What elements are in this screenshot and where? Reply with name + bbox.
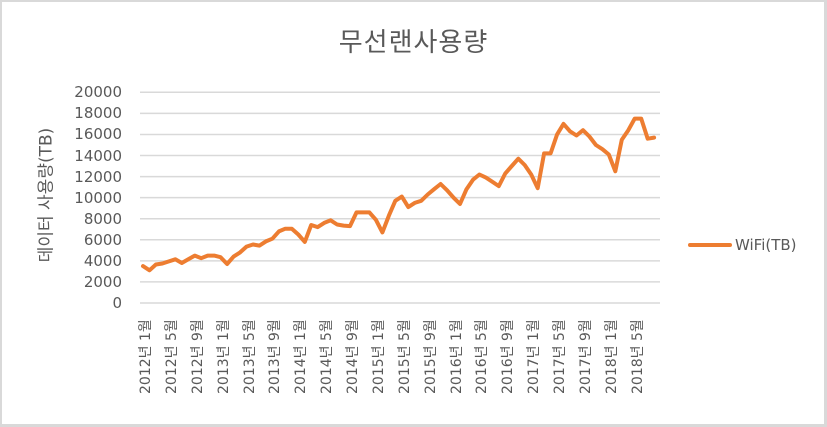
y-tick-label: 6000 bbox=[83, 230, 122, 249]
y-tick-label: 2000 bbox=[83, 272, 122, 291]
series-line-wifi bbox=[141, 116, 657, 273]
legend: WiFi(TB) bbox=[688, 236, 797, 254]
y-tick-label: 10000 bbox=[74, 188, 122, 207]
y-tick-label: 8000 bbox=[83, 209, 122, 228]
chart-title: 무선랜사용량 bbox=[338, 28, 489, 58]
y-tick-label: 18000 bbox=[74, 104, 122, 123]
legend-label: WiFi(TB) bbox=[735, 236, 797, 254]
y-tick-label: 20000 bbox=[74, 83, 122, 102]
y-tick-label: 16000 bbox=[74, 125, 122, 144]
y-tick-label: 14000 bbox=[74, 146, 122, 165]
gridlines bbox=[140, 91, 660, 304]
legend-line-icon bbox=[688, 243, 732, 247]
y-tick-label: 0 bbox=[112, 294, 122, 312]
y-tick-label: 12000 bbox=[74, 167, 122, 186]
y-tick-label: 4000 bbox=[83, 251, 122, 270]
